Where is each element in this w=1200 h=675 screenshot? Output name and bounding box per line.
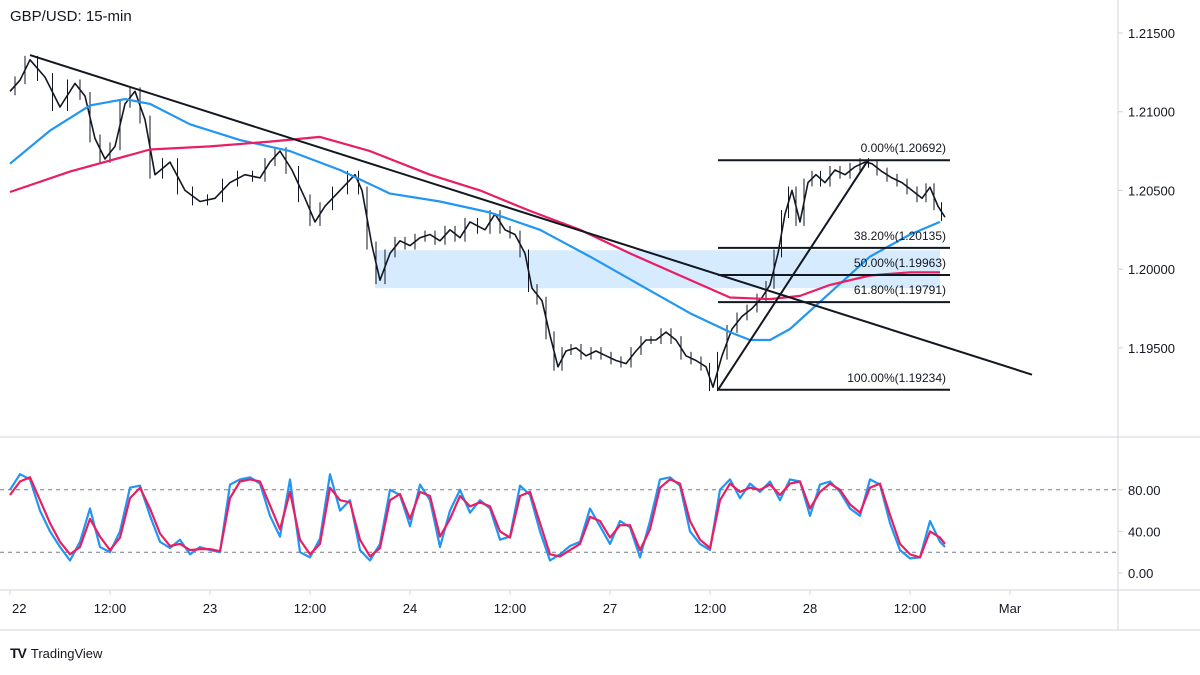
time-tick-label: Mar bbox=[999, 601, 1022, 616]
time-tick-label: 12:00 bbox=[894, 601, 927, 616]
stoch-tick-label: 40.00 bbox=[1128, 524, 1161, 539]
fib-level-label: 50.00%(1.19963) bbox=[854, 256, 946, 270]
price-tick-label: 1.21500 bbox=[1128, 26, 1175, 41]
descending-trendline bbox=[29, 54, 1033, 376]
swing-line bbox=[717, 159, 869, 391]
fib-level-label: 61.80%(1.19791) bbox=[854, 283, 946, 297]
tradingview-logo-icon: TV bbox=[10, 645, 27, 661]
moving-average-2 bbox=[9, 135, 940, 301]
time-tick-label: 23 bbox=[203, 601, 217, 616]
stochastic-d-line bbox=[9, 476, 946, 559]
time-tick-label: 28 bbox=[803, 601, 817, 616]
price-tick-label: 1.20000 bbox=[1128, 262, 1175, 277]
fib-level-label: 100.00%(1.19234) bbox=[847, 371, 946, 385]
price-tick-label: 1.19500 bbox=[1128, 341, 1175, 356]
brand-label: TradingView bbox=[30, 645, 103, 661]
moving-average-1 bbox=[9, 98, 941, 342]
fib-level-label: 0.00%(1.20692) bbox=[861, 141, 946, 155]
time-tick-label: 22 bbox=[12, 601, 26, 616]
fib-level-label: 38.20%(1.20135) bbox=[854, 229, 946, 243]
time-tick-label: 12:00 bbox=[694, 601, 727, 616]
price-tick-label: 1.21000 bbox=[1128, 105, 1175, 120]
time-tick-label: 12:00 bbox=[294, 601, 327, 616]
price-tick-label: 1.20500 bbox=[1128, 183, 1175, 198]
stoch-tick-label: 80.00 bbox=[1128, 483, 1161, 498]
stoch-tick-label: 0.00 bbox=[1128, 566, 1153, 581]
time-tick-label: 24 bbox=[403, 601, 417, 616]
stochastic-k-line bbox=[9, 473, 946, 562]
time-tick-label: 27 bbox=[603, 601, 617, 616]
tradingview-brand: TV TradingView bbox=[10, 645, 102, 661]
chart-title: GBP/USD: 15-min bbox=[10, 8, 132, 25]
time-tick-label: 12:00 bbox=[94, 601, 127, 616]
time-tick-label: 12:00 bbox=[494, 601, 527, 616]
